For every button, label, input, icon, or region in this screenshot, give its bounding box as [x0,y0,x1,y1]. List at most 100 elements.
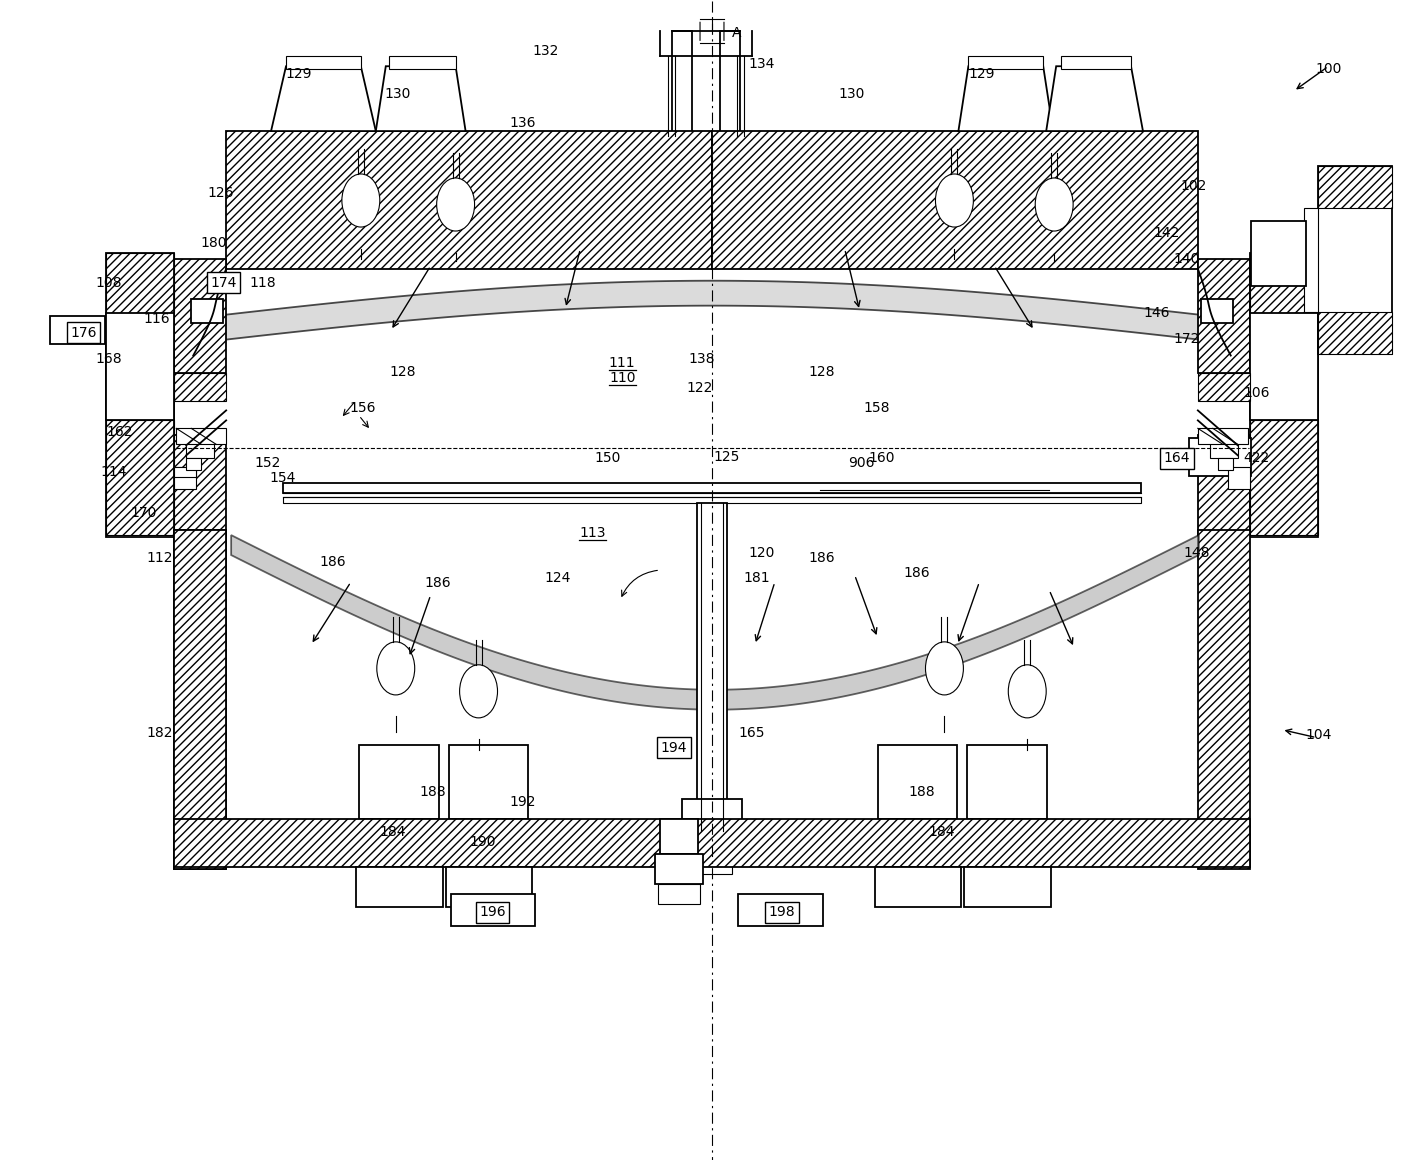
Bar [1061,56,1131,70]
Text: 104: 104 [1306,728,1331,742]
Text: 188: 188 [909,786,934,800]
Polygon shape [271,66,376,131]
Bar [1198,428,1247,445]
Text: 129: 129 [286,67,312,81]
Text: 181: 181 [743,571,770,585]
Bar [174,531,226,870]
Text: 158: 158 [863,402,890,416]
Bar [877,744,957,820]
Text: 129: 129 [968,67,994,81]
Text: 182: 182 [147,726,172,740]
Bar [283,497,1141,503]
Bar [283,483,1141,493]
Bar [389,56,456,70]
Text: 172: 172 [1173,332,1200,346]
Text: 190: 190 [470,836,496,850]
Text: 184: 184 [928,825,954,839]
Text: 134: 134 [749,57,775,71]
Bar [359,744,439,820]
Text: 124: 124 [544,571,571,585]
Bar [1250,253,1317,312]
Bar [1218,459,1233,470]
Bar [1198,435,1250,535]
Polygon shape [958,66,1054,131]
Bar [682,800,742,831]
Bar [692,831,732,857]
Bar [174,531,226,870]
Bar [107,420,174,535]
Text: 422: 422 [1243,452,1270,466]
Bar [874,867,961,907]
Text: 186: 186 [424,576,451,590]
Bar [226,131,712,268]
Text: 140: 140 [1173,252,1200,266]
Bar [177,428,226,445]
Text: 142: 142 [1153,226,1180,240]
Text: 118: 118 [249,275,276,290]
Bar [191,298,224,323]
Bar [1250,312,1317,420]
Text: 126: 126 [208,186,235,200]
Bar [1210,437,1237,459]
Text: 194: 194 [661,741,688,755]
Text: 186: 186 [903,567,930,580]
Text: 198: 198 [769,906,795,920]
Ellipse shape [460,665,497,717]
Bar [721,31,740,136]
Text: 184: 184 [380,825,406,839]
Ellipse shape [926,642,964,695]
Bar [1198,531,1250,870]
Text: 112: 112 [147,551,172,565]
Text: 116: 116 [142,311,169,325]
Bar [1198,259,1250,374]
Ellipse shape [437,178,474,231]
Text: 125: 125 [713,450,740,464]
Bar [356,867,443,907]
Text: 114: 114 [100,466,127,479]
Bar [174,259,226,374]
Text: 174: 174 [209,275,236,290]
Bar [967,744,1047,820]
Text: 130: 130 [839,87,864,101]
Bar [1198,374,1250,402]
Bar [968,56,1044,70]
Text: 106: 106 [1243,387,1270,401]
Bar [1303,208,1317,311]
Polygon shape [191,281,1233,344]
Text: 156: 156 [349,402,376,416]
Text: 128: 128 [809,366,834,380]
Bar [1317,166,1393,208]
Polygon shape [1047,66,1143,131]
Ellipse shape [377,642,414,695]
Bar [450,894,535,926]
Text: 108: 108 [95,275,121,290]
Bar [174,374,226,402]
Text: 192: 192 [510,795,535,809]
Text: 162: 162 [107,425,132,439]
Text: 154: 154 [269,471,296,485]
Text: 906: 906 [849,456,874,470]
Bar [964,867,1051,907]
Bar [187,459,201,470]
Bar [658,885,701,904]
Polygon shape [376,66,466,131]
Bar [174,467,197,477]
Bar [696,503,728,831]
Bar [672,31,692,136]
Text: 132: 132 [533,44,558,58]
Text: 160: 160 [869,452,894,466]
Bar [187,437,214,459]
Text: 148: 148 [1183,546,1210,560]
Text: 170: 170 [130,506,157,520]
Text: 176: 176 [70,325,97,340]
Bar [50,316,105,344]
Bar [286,56,360,70]
Bar [1317,311,1393,354]
Text: 136: 136 [510,116,535,130]
Text: 102: 102 [1180,179,1208,193]
Bar [174,435,226,535]
Bar [1200,298,1233,323]
Text: 165: 165 [739,726,765,740]
Text: 180: 180 [199,236,226,250]
Bar [655,854,703,885]
